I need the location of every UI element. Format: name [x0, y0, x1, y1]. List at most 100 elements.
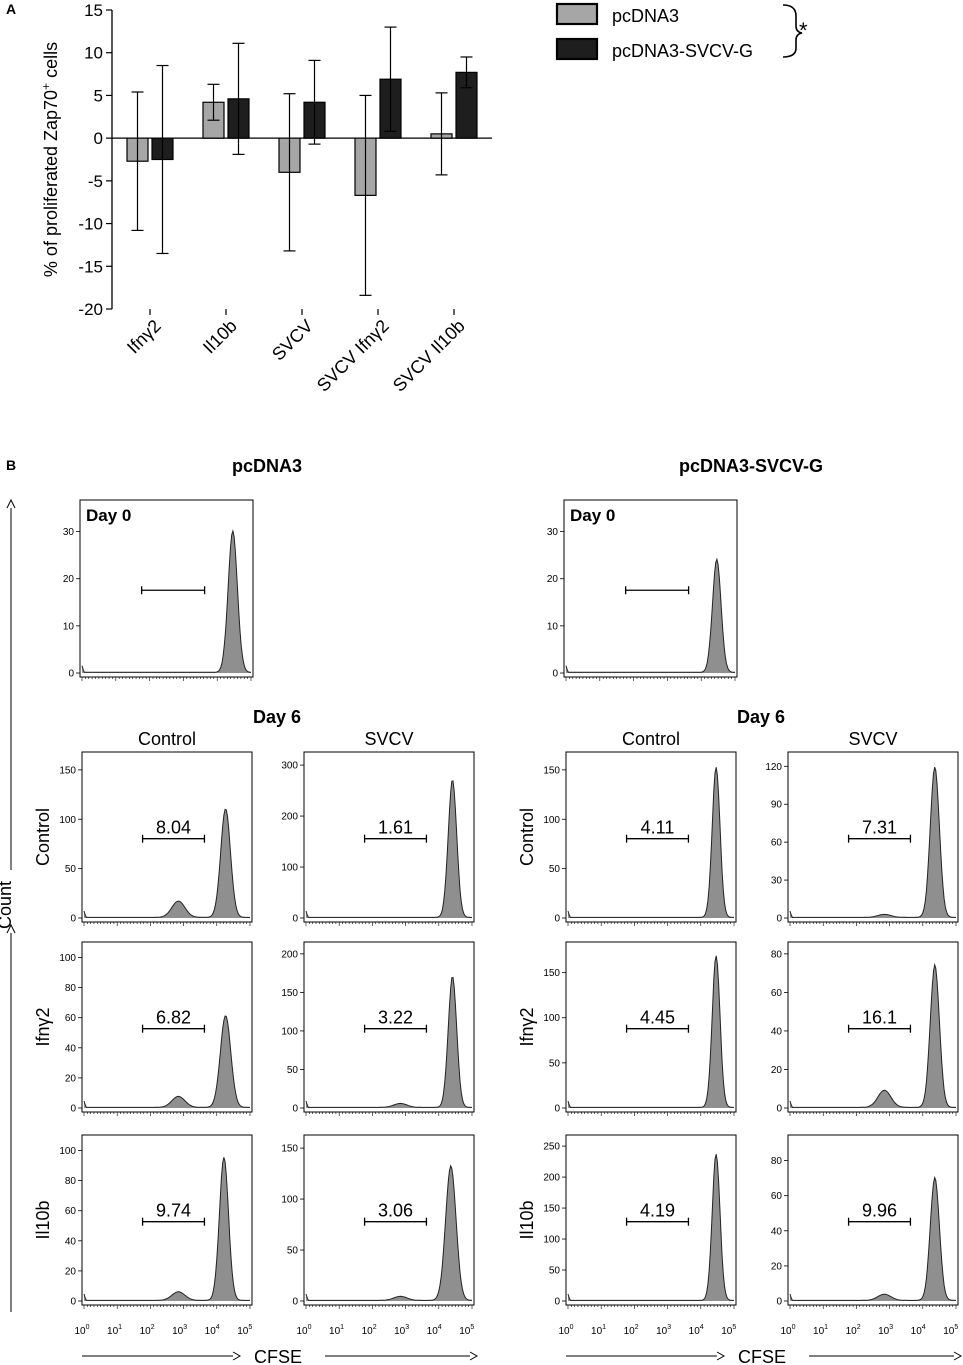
y-tick-label: 100: [543, 1235, 560, 1246]
y-tick-label: 100: [59, 953, 76, 964]
y-tick-label: 50: [549, 1266, 561, 1277]
row-label: Il10b: [517, 1200, 537, 1239]
y-tick-label: 100: [59, 815, 76, 826]
y-tick-label: 15: [84, 1, 103, 20]
day6-label: Day 6: [737, 707, 785, 727]
histogram: 0 50 100 150 4.45: [543, 941, 737, 1116]
gate-percentage: 16.1: [862, 1008, 897, 1028]
y-tick-label: 10: [547, 621, 559, 632]
y-tick-label: 90: [771, 800, 783, 811]
x-tick-exponent: 0: [792, 1324, 796, 1331]
histogram-curve: [789, 962, 956, 1108]
x-tick-label: 103: [394, 1324, 409, 1337]
x-tick-base: 10: [813, 1326, 825, 1337]
y-tick-label: 30: [771, 876, 783, 887]
x-tick-exponent: 2: [857, 1324, 861, 1331]
histogram: 0 20 40 60 80 100 6.82: [59, 941, 253, 1116]
y-tick-label: 0: [68, 669, 74, 680]
gate-percentage: 6.82: [156, 1008, 191, 1028]
x-tick-base: 10: [74, 1326, 86, 1337]
y-tick-label: 200: [281, 949, 298, 960]
x-tick-label: 102: [846, 1324, 861, 1337]
column-label: SVCV: [364, 729, 413, 749]
y-tick-label: 200: [281, 812, 298, 823]
x-tick-base: 10: [780, 1326, 792, 1337]
histogram-curve: [567, 955, 734, 1108]
x-tick-label: 105: [721, 1324, 736, 1337]
histogram-fill: [790, 767, 956, 918]
y-tick-label: 20: [771, 1065, 783, 1076]
histogram: 0 50 100 150 200 250 4.19: [543, 1134, 737, 1309]
y-tick-label: 100: [59, 1146, 76, 1157]
y-tick-label: 0: [554, 1104, 560, 1115]
histogram: 0 20 40 60 80 16.1: [771, 941, 959, 1116]
day0-histogram: 0 10 20 30 Day 0: [547, 499, 738, 681]
y-tick-label: 80: [65, 1176, 77, 1187]
histogram-curve: [83, 808, 250, 918]
panel-b-label: B: [6, 457, 16, 473]
y-tick-label: 0: [554, 914, 560, 925]
bar-chart: 15 10 5 0 -5 -10 -15 -20 % of proliferated Zap70…: [39, 1, 808, 396]
x-tick-exponent: 0: [86, 1324, 90, 1331]
row-label: Control: [33, 808, 53, 866]
x-tick-base: 10: [878, 1326, 890, 1337]
x-tick-base: 10: [558, 1326, 570, 1337]
day0-label: Day 0: [570, 506, 615, 525]
x-tick-exponent: 5: [954, 1324, 958, 1331]
y-tick-label: 60: [65, 1206, 77, 1217]
y-tick-label: 40: [771, 1226, 783, 1237]
gate-percentage: 4.11: [641, 818, 675, 838]
y-tick-label: 20: [63, 574, 75, 585]
y-tick-label: 80: [771, 949, 783, 960]
y-tick-label: 150: [543, 1204, 560, 1215]
y-axis-label-sup: +: [39, 83, 53, 90]
x-tick-label: 105: [237, 1324, 252, 1337]
x-tick-label: Ifnγ2: [123, 316, 165, 358]
legend-label: pcDNA3-SVCV-G: [612, 41, 753, 61]
legend-swatch: [555, 37, 599, 61]
y-tick-label: -5: [88, 172, 103, 191]
y-tick-label: 80: [771, 1156, 783, 1167]
row-label: Control: [517, 808, 537, 866]
histogram-curve: [565, 557, 735, 673]
y-tick-label: 150: [59, 765, 76, 776]
histogram: 0 20 40 60 80 9.96: [771, 1134, 959, 1309]
x-tick-base: 10: [943, 1326, 955, 1337]
group-title: pcDNA3: [232, 456, 302, 476]
y-axis-arrowhead: [6, 498, 16, 509]
y-tick-label: 0: [70, 914, 76, 925]
x-tick-label: 101: [591, 1324, 606, 1337]
y-tick-label: 100: [281, 1026, 298, 1037]
x-tick-exponent: 5: [248, 1324, 252, 1331]
x-axis-arrowhead: [716, 1351, 726, 1361]
plot-frame: [565, 941, 737, 1113]
y-tick-label: 150: [281, 988, 298, 999]
y-tick-label: 40: [65, 1236, 77, 1247]
x-tick-label: Il10b: [199, 316, 241, 358]
histogram: 0 30 60 90 120 7.31: [765, 751, 959, 926]
x-tick-label: 103: [878, 1324, 893, 1337]
y-tick-label: 0: [292, 1297, 298, 1308]
x-tick-base: 10: [846, 1326, 858, 1337]
x-tick-label: 103: [172, 1324, 187, 1337]
x-tick-label: SVCV: [268, 316, 317, 365]
plot-frame: [565, 751, 737, 923]
x-tick-label: 104: [689, 1324, 704, 1337]
column-label: Control: [622, 729, 680, 749]
y-tick-label: 10: [63, 621, 75, 632]
gate-percentage: 4.45: [640, 1008, 675, 1028]
x-tick-base: 10: [656, 1326, 668, 1337]
x-tick-exponent: 4: [700, 1324, 704, 1331]
legend-swatch: [555, 2, 599, 26]
y-tick-label: 5: [94, 86, 103, 105]
histogram-curve: [305, 780, 472, 918]
histogram-fill: [84, 809, 250, 918]
row-label: Il10b: [33, 1200, 53, 1239]
x-tick-base: 10: [591, 1326, 603, 1337]
x-tick-base: 10: [107, 1326, 119, 1337]
x-tick-base: 10: [911, 1326, 923, 1337]
y-axis-label: % of proliferated Zap70+ cells: [39, 42, 61, 277]
histogram-fill: [82, 531, 251, 673]
column-label: SVCV: [848, 729, 897, 749]
